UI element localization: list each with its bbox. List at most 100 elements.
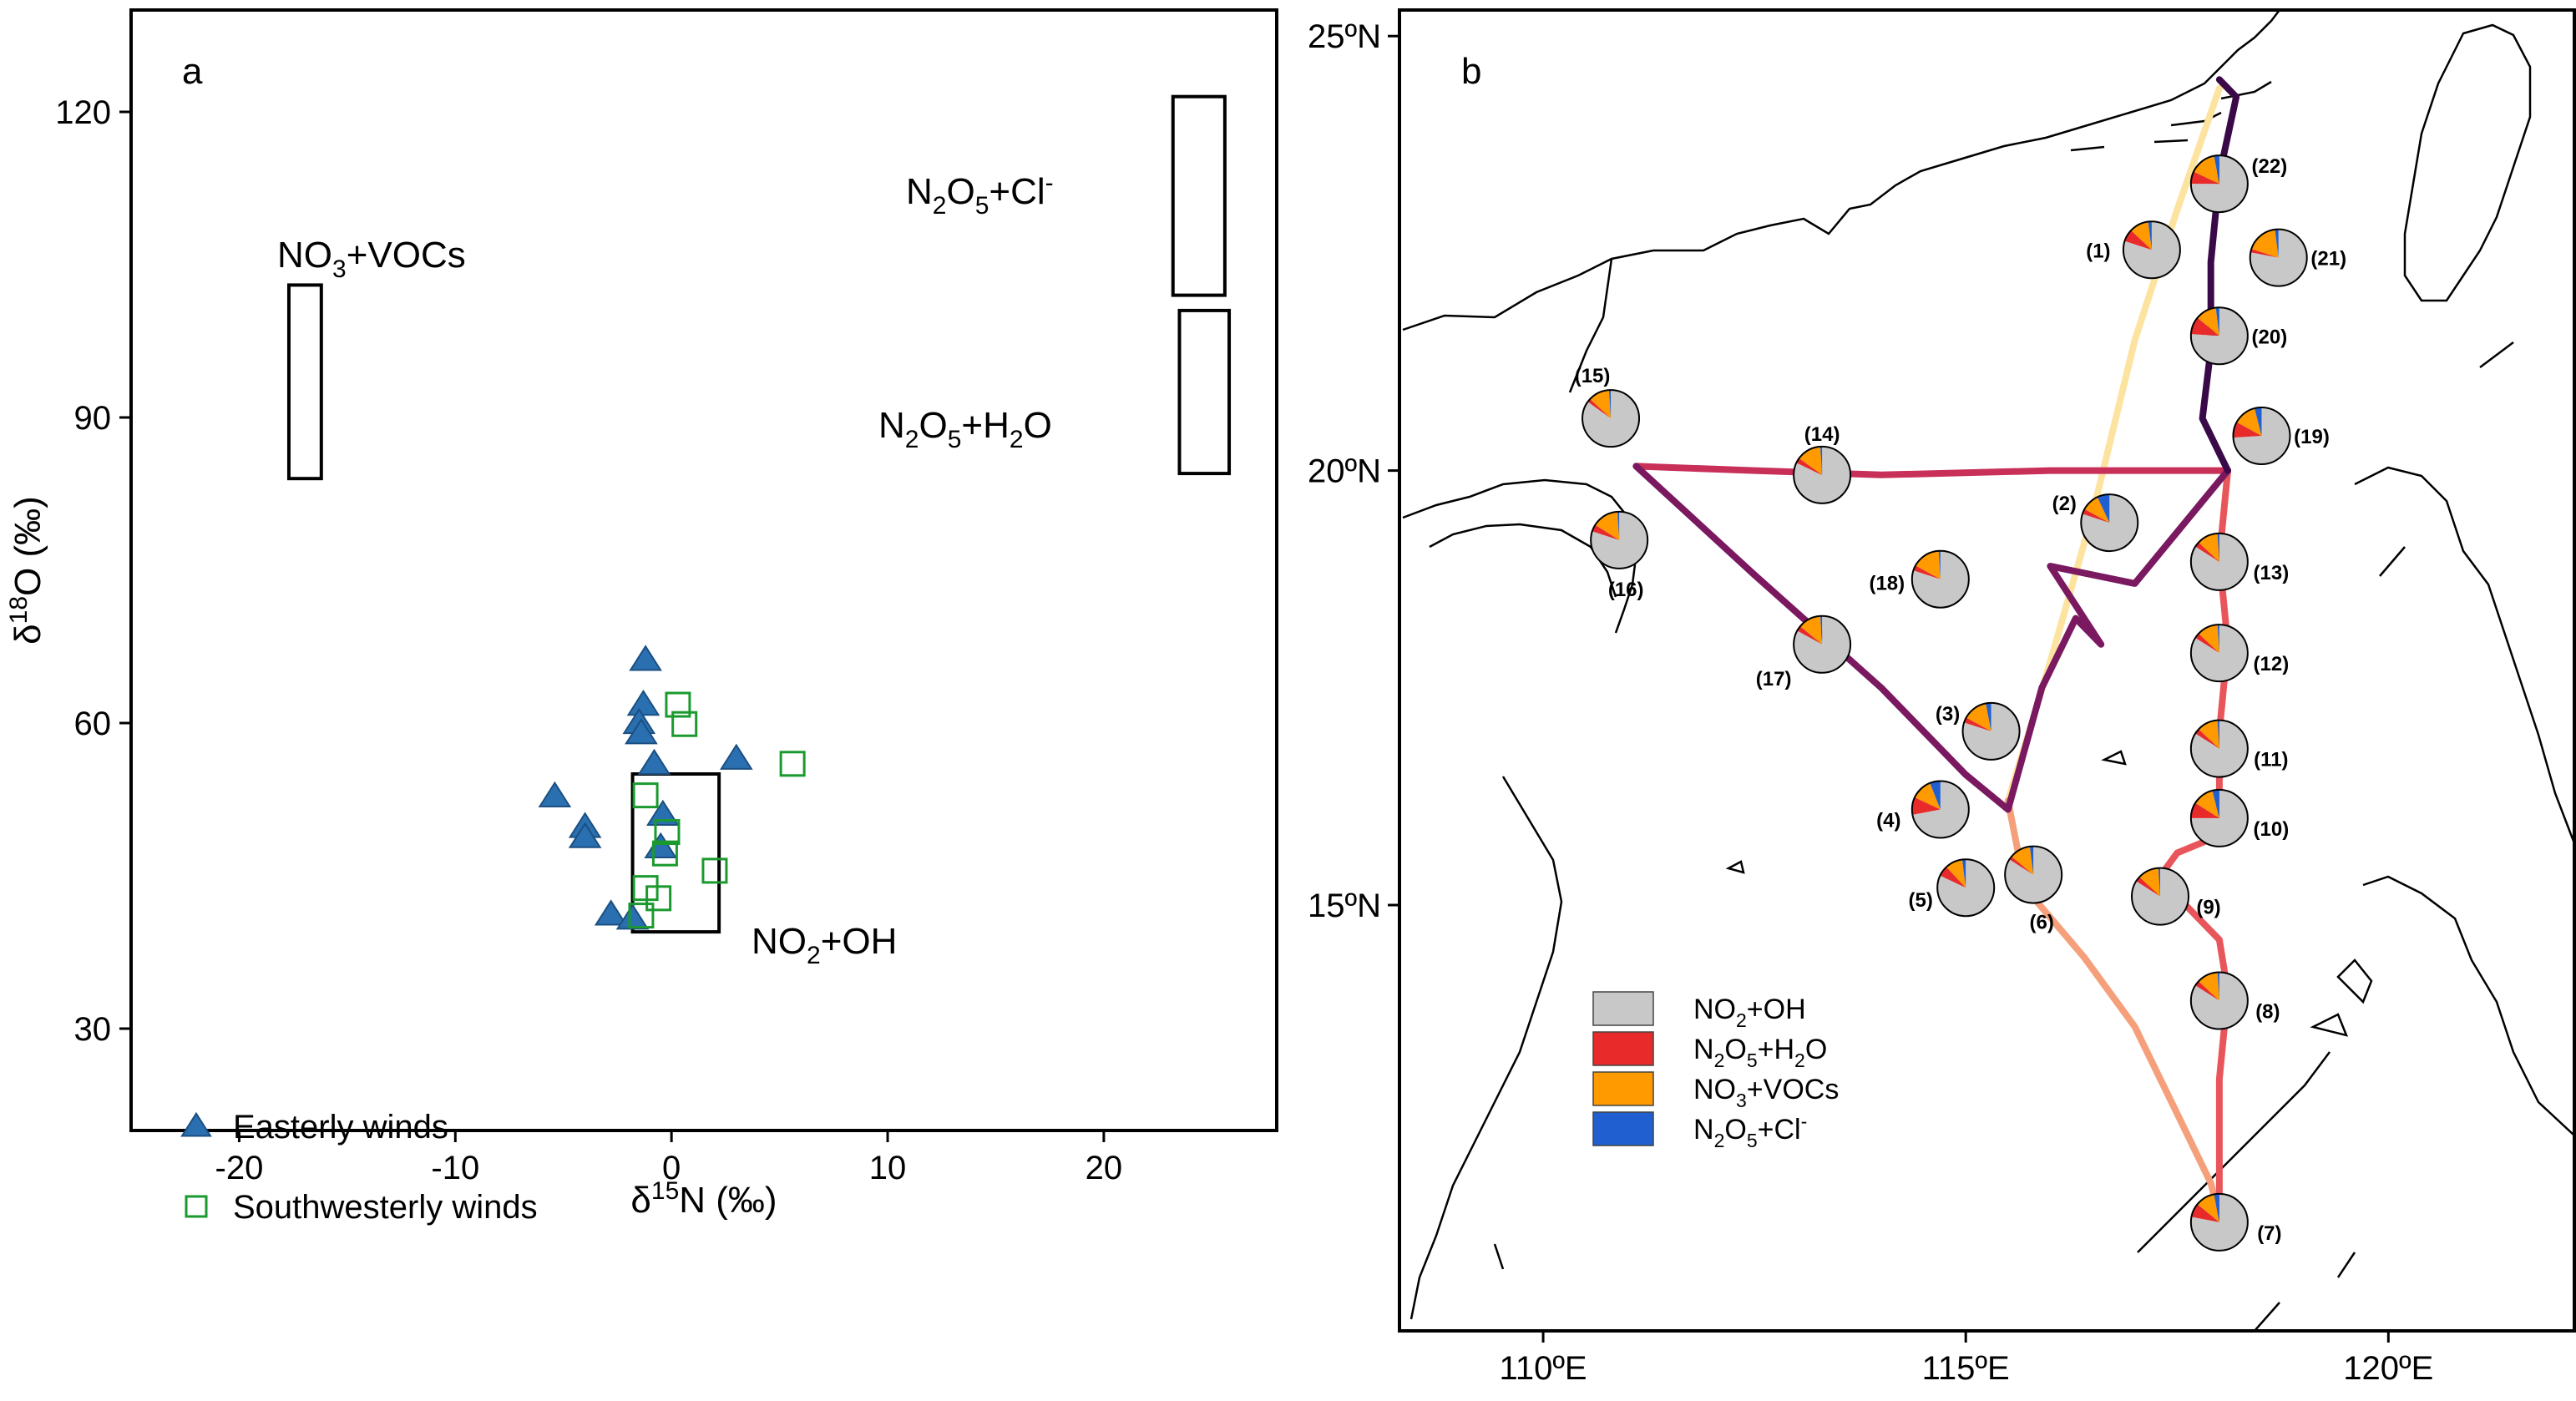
pie-slice-no2-oh bbox=[1962, 702, 2020, 760]
pie-slice-no3-vocs bbox=[2197, 1194, 2219, 1222]
lat-tick-label: 20ºN bbox=[1308, 453, 1381, 490]
pie-slice-n2o5-h2o bbox=[2195, 729, 2219, 749]
x-tick-label: -10 bbox=[431, 1150, 479, 1186]
site-label: (9) bbox=[2196, 897, 2220, 919]
region-label-no3-vocs: NO3+VOCs bbox=[277, 235, 466, 283]
pie-markers: (1) (2) (3) (4) (5) (6) (7) (8) (9) (10) (11) (12) (… bbox=[1575, 154, 2346, 1252]
pie-slice-n2o5-h2o bbox=[2082, 508, 2110, 523]
site-label: (2) bbox=[2052, 493, 2077, 515]
pie-site: (6) bbox=[2004, 845, 2063, 934]
pie-slice-no3-vocs bbox=[2199, 720, 2219, 749]
pie-slice-no2-oh bbox=[2190, 972, 2248, 1029]
pie-slice-n2o5-h2o bbox=[2124, 230, 2152, 250]
pie-slice-no2-oh bbox=[1582, 390, 1640, 448]
pie-slice-no3-vocs bbox=[2251, 229, 2279, 258]
pie-slice-n2o5-cl- bbox=[2214, 155, 2219, 185]
pie-slice-n2o5-cl- bbox=[1961, 859, 1966, 888]
easterly-point bbox=[644, 832, 678, 858]
site-label: (8) bbox=[2255, 1001, 2280, 1024]
easterly-point bbox=[629, 645, 662, 671]
pie-slice-n2o5-cl- bbox=[2148, 221, 2152, 250]
pie-slice-n2o5-cl- bbox=[2097, 494, 2110, 523]
pie-outline bbox=[1961, 701, 2021, 761]
site-label: (20) bbox=[2252, 326, 2288, 348]
site-label: (12) bbox=[2254, 653, 2290, 675]
y-tick-label: 120 bbox=[55, 94, 111, 131]
site-label: (4) bbox=[1876, 810, 1900, 832]
pie-outline bbox=[2232, 406, 2291, 465]
legend-label: Easterly winds bbox=[233, 1109, 448, 1146]
pie-outline bbox=[2080, 493, 2139, 553]
site-label: (21) bbox=[2310, 248, 2346, 271]
pie-slice-n2o5-h2o bbox=[2190, 802, 2219, 818]
pie-slice-no2-oh bbox=[2190, 720, 2248, 777]
southwesterly-point bbox=[701, 857, 728, 884]
panel-b-map: (1) (2) (3) (4) (5) (6) (7) (8) (9) (10) (11) (12) (… bbox=[1308, 8, 2576, 1387]
pie-slice-no3-vocs bbox=[2194, 155, 2219, 185]
legend-swatch-n2o5-h2o bbox=[1592, 1031, 1654, 1066]
pie-slice-n2o5-h2o bbox=[1587, 398, 1612, 419]
legend-label-no2-oh: NO2+OH bbox=[1693, 994, 1806, 1031]
pie-slice-no3-vocs bbox=[2197, 307, 2219, 336]
region-label-no2-oh: NO2+OH bbox=[752, 921, 897, 969]
pie-site: (13) bbox=[2189, 532, 2289, 591]
y-tick-label: 60 bbox=[74, 706, 112, 742]
southwesterly-point bbox=[645, 885, 672, 912]
pie-slice-n2o5-cl- bbox=[1617, 511, 1620, 540]
legend-easterly-marker bbox=[180, 1111, 212, 1137]
pie-outline bbox=[2189, 154, 2249, 214]
pie-outline bbox=[1590, 510, 1649, 569]
pie-site: (14) bbox=[1793, 423, 1852, 504]
easterly-point bbox=[626, 689, 660, 716]
southwesterly-point bbox=[665, 691, 691, 718]
pie-slice-no3-vocs bbox=[1799, 446, 1823, 475]
pie-slice-n2o5-cl- bbox=[2215, 307, 2219, 336]
pie-site: (2) bbox=[2052, 493, 2139, 553]
pie-site: (16) bbox=[1590, 510, 1649, 601]
easterly-point bbox=[568, 822, 602, 848]
pie-slice-n2o5-cl- bbox=[2275, 229, 2279, 258]
site-label: (11) bbox=[2254, 749, 2288, 771]
y-axis-title: δ18O (‰) bbox=[5, 496, 48, 645]
southwesterly-point bbox=[632, 875, 659, 902]
legend-label-n2o5-h2o: N2O5+H2O bbox=[1693, 1034, 1827, 1071]
pie-site: (19) bbox=[2232, 406, 2330, 465]
lat-tick-label: 15ºN bbox=[1308, 888, 1381, 924]
pie-slice-n2o5-h2o bbox=[2190, 317, 2219, 336]
pie-slice-n2o5-h2o bbox=[1797, 626, 1823, 645]
pie-site: (11) bbox=[2189, 719, 2289, 778]
panel-a-label: a bbox=[182, 51, 203, 92]
pie-slice-no3-vocs bbox=[1946, 859, 1966, 888]
pie-site: (10) bbox=[2189, 788, 2289, 847]
pie-slice-no3-vocs bbox=[2195, 791, 2219, 818]
pie-slice-n2o5-h2o bbox=[2190, 171, 2219, 185]
pie-slice-n2o5-h2o bbox=[1796, 458, 1823, 475]
lat-tick-label: 25ºN bbox=[1308, 18, 1381, 55]
pie-slice-no2-oh bbox=[2123, 221, 2180, 279]
pie-slice-n2o5-h2o bbox=[2191, 1204, 2219, 1222]
easterly-point bbox=[594, 899, 628, 926]
southwesterly-point bbox=[779, 751, 806, 777]
pie-slice-no3-vocs bbox=[2199, 533, 2219, 562]
pie-site: (17) bbox=[1756, 615, 1852, 690]
pie-slice-n2o5-h2o bbox=[2009, 856, 2034, 875]
pie-slice-no2-oh bbox=[1591, 511, 1648, 569]
panel-b-label: b bbox=[1461, 51, 1481, 92]
lon-tick-label: 115ºE bbox=[1922, 1350, 2010, 1387]
pie-slice-n2o5-h2o bbox=[1592, 524, 1620, 540]
pie-site: (18) bbox=[1869, 549, 1970, 609]
pie-outline bbox=[1910, 549, 1970, 609]
pie-site: (5) bbox=[1909, 858, 1996, 918]
pie-slice-no2-oh bbox=[2132, 867, 2189, 925]
site-label: (1) bbox=[2086, 240, 2110, 262]
x-tick-label: 10 bbox=[869, 1150, 907, 1186]
pie-slice-no3-vocs bbox=[1590, 390, 1612, 419]
pie-slice-n2o5-cl- bbox=[2217, 720, 2219, 749]
southwesterly-point bbox=[632, 782, 659, 809]
pie-slice-no2-oh bbox=[2190, 307, 2248, 365]
pie-slice-no2-oh bbox=[1794, 446, 1851, 503]
pie-slice-n2o5-h2o bbox=[2195, 542, 2219, 562]
pie-outline bbox=[2189, 719, 2249, 778]
